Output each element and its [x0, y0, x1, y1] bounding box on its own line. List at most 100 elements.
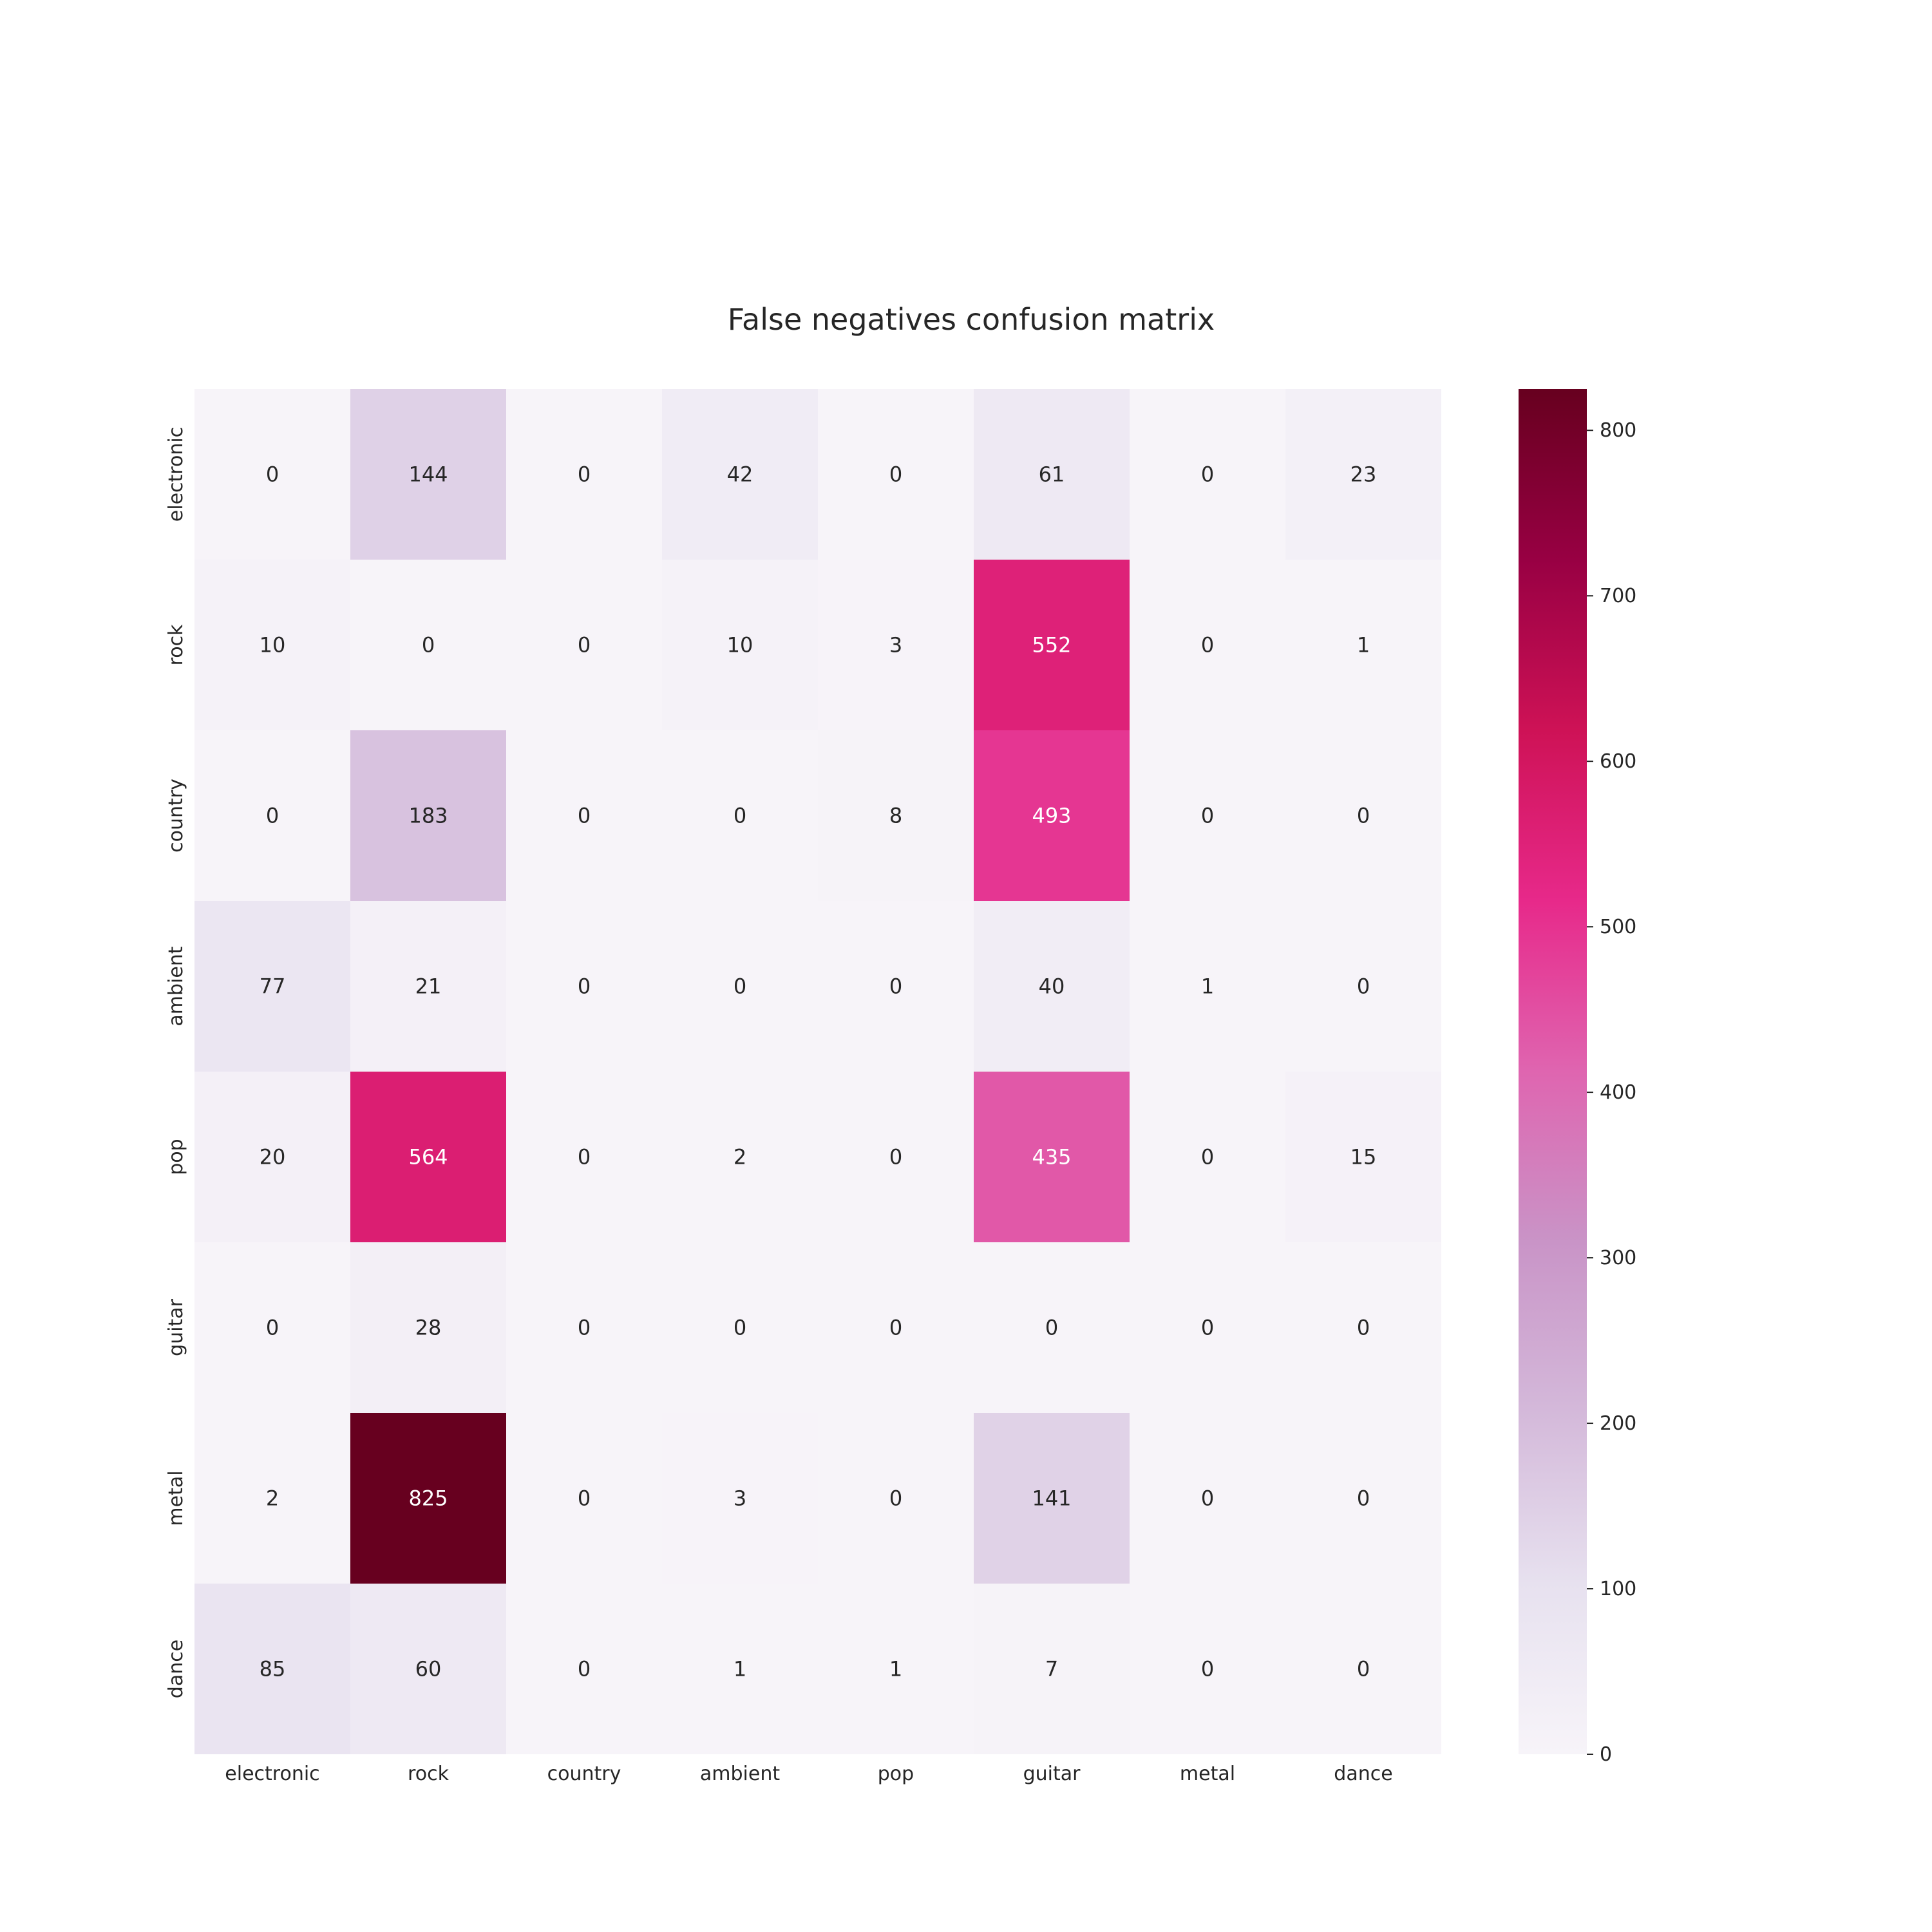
heatmap-cell-6-4 [818, 1413, 974, 1584]
cell-value-label-6-6: 0 [1201, 1486, 1214, 1511]
cell-value-label-5-6: 0 [1201, 1316, 1214, 1340]
cell-value-label-6-4: 0 [889, 1486, 902, 1511]
cell-value-label-4-6: 0 [1201, 1145, 1214, 1170]
heatmap-cell-5-7 [1285, 1242, 1441, 1413]
heatmap-cell-5-6 [1130, 1242, 1285, 1413]
heatmap-cell-1-3 [662, 560, 818, 730]
cell-value-label-6-3: 3 [734, 1486, 746, 1511]
heatmap-cell-4-5 [974, 1072, 1130, 1242]
heatmap-cell-0-0 [194, 389, 350, 560]
cell-value-label-0-0: 0 [266, 462, 279, 487]
colorbar-tick-label-700: 700 [1600, 585, 1636, 607]
cell-value-label-7-3: 1 [734, 1657, 746, 1681]
heatmap-cell-7-0 [194, 1584, 350, 1754]
heatmap-cell-6-7 [1285, 1413, 1441, 1584]
cell-value-label-2-2: 0 [578, 804, 591, 828]
cell-value-label-4-0: 20 [260, 1145, 286, 1170]
x-axis-tick-labels: electronic rock country ambient pop guitar met… [225, 1763, 1392, 1785]
cell-value-label-6-0: 2 [266, 1486, 279, 1511]
heatmap-cell-1-7 [1285, 560, 1441, 730]
cell-value-label-0-7: 23 [1350, 462, 1377, 487]
heatmap-cell-5-4 [818, 1242, 974, 1413]
colorbar-tick-label-300: 300 [1600, 1247, 1636, 1269]
heatmap-cell-2-1 [350, 730, 506, 901]
cell-value-label-6-1: 825 [408, 1486, 448, 1511]
heatmap-cell-1-1 [350, 560, 506, 730]
heatmap-cell-6-3 [662, 1413, 818, 1584]
cell-value-label-2-3: 0 [734, 804, 746, 828]
cell-value-label-7-0: 85 [260, 1657, 286, 1681]
cell-value-label-2-0: 0 [266, 804, 279, 828]
y-tick-label-guitar: guitar [165, 1298, 187, 1356]
cell-value-label-0-6: 0 [1201, 462, 1214, 487]
x-tick-label-pop: pop [878, 1763, 914, 1785]
y-tick-label-rock: rock [165, 624, 187, 666]
heatmap-cell-5-5 [974, 1242, 1130, 1413]
cell-value-label-0-1: 144 [408, 462, 448, 487]
y-tick-label-country: country [165, 779, 187, 853]
cell-value-label-5-7: 0 [1357, 1316, 1370, 1340]
heatmap-cell-7-6 [1130, 1584, 1285, 1754]
colorbar-tick-label-0: 0 [1600, 1743, 1612, 1766]
heatmap-cells [194, 389, 1441, 1754]
x-tick-label-dance: dance [1334, 1763, 1392, 1785]
heatmap-cell-3-2 [506, 901, 662, 1072]
heatmap-cell-0-2 [506, 389, 662, 560]
cell-value-label-4-5: 435 [1032, 1145, 1071, 1170]
colorbar-tick-label-500: 500 [1600, 916, 1636, 938]
heatmap-cell-3-3 [662, 901, 818, 1072]
colorbar-gradient [1519, 389, 1587, 1754]
cell-value-label-3-4: 0 [889, 974, 902, 999]
cell-value-label-4-7: 15 [1350, 1145, 1377, 1170]
y-tick-label-pop: pop [165, 1139, 187, 1175]
colorbar-tick-label-400: 400 [1600, 1081, 1636, 1104]
y-axis-tick-labels: electronic rock country ambient pop guitar met… [165, 427, 187, 1698]
heatmap-cell-1-4 [818, 560, 974, 730]
y-tick-label-dance: dance [165, 1640, 187, 1698]
x-tick-label-country: country [547, 1763, 621, 1785]
heatmap-cell-3-1 [350, 901, 506, 1072]
cell-value-label-5-0: 0 [266, 1316, 279, 1340]
heatmap-cell-6-6 [1130, 1413, 1285, 1584]
heatmap-cell-1-6 [1130, 560, 1285, 730]
cell-value-label-3-1: 21 [415, 974, 442, 999]
heatmap-cell-0-5 [974, 389, 1130, 560]
heatmap-cell-7-5 [974, 1584, 1130, 1754]
cell-value-label-7-1: 60 [415, 1657, 442, 1681]
cell-value-label-0-2: 0 [578, 462, 591, 487]
heatmap-cell-2-0 [194, 730, 350, 901]
cell-value-label-1-4: 3 [889, 633, 902, 658]
cell-value-label-7-6: 0 [1201, 1657, 1214, 1681]
y-tick-label-electronic: electronic [165, 427, 187, 522]
heatmap-cell-3-6 [1130, 901, 1285, 1072]
x-tick-label-metal: metal [1180, 1763, 1235, 1785]
cell-value-label-5-5: 0 [1045, 1316, 1058, 1340]
cell-value-label-1-5: 552 [1032, 633, 1071, 658]
heatmap-cell-2-7 [1285, 730, 1441, 901]
cell-value-label-5-4: 0 [889, 1316, 902, 1340]
cell-value-label-7-5: 7 [1045, 1657, 1058, 1681]
heatmap-cell-3-4 [818, 901, 974, 1072]
cell-value-label-7-2: 0 [578, 1657, 591, 1681]
cell-value-label-3-2: 0 [578, 974, 591, 999]
cell-value-label-3-7: 0 [1357, 974, 1370, 999]
heatmap-cell-6-0 [194, 1413, 350, 1584]
chart-title: False negatives confusion matrix [728, 302, 1215, 337]
cell-value-label-1-6: 0 [1201, 633, 1214, 658]
x-tick-label-electronic: electronic [225, 1763, 319, 1785]
heatmap-cell-7-1 [350, 1584, 506, 1754]
heatmap-cell-2-6 [1130, 730, 1285, 901]
cell-value-label-2-1: 183 [408, 804, 448, 828]
cell-value-label-2-5: 493 [1032, 804, 1071, 828]
heatmap-cell-0-7 [1285, 389, 1441, 560]
colorbar-tick-label-800: 800 [1600, 419, 1636, 442]
heatmap-cell-7-4 [818, 1584, 974, 1754]
cell-value-label-4-1: 564 [408, 1145, 448, 1170]
cell-value-label-1-3: 10 [727, 633, 753, 658]
cell-value-label-6-2: 0 [578, 1486, 591, 1511]
heatmap-cell-4-2 [506, 1072, 662, 1242]
heatmap-cell-4-7 [1285, 1072, 1441, 1242]
colorbar-tick-label-600: 600 [1600, 750, 1636, 773]
